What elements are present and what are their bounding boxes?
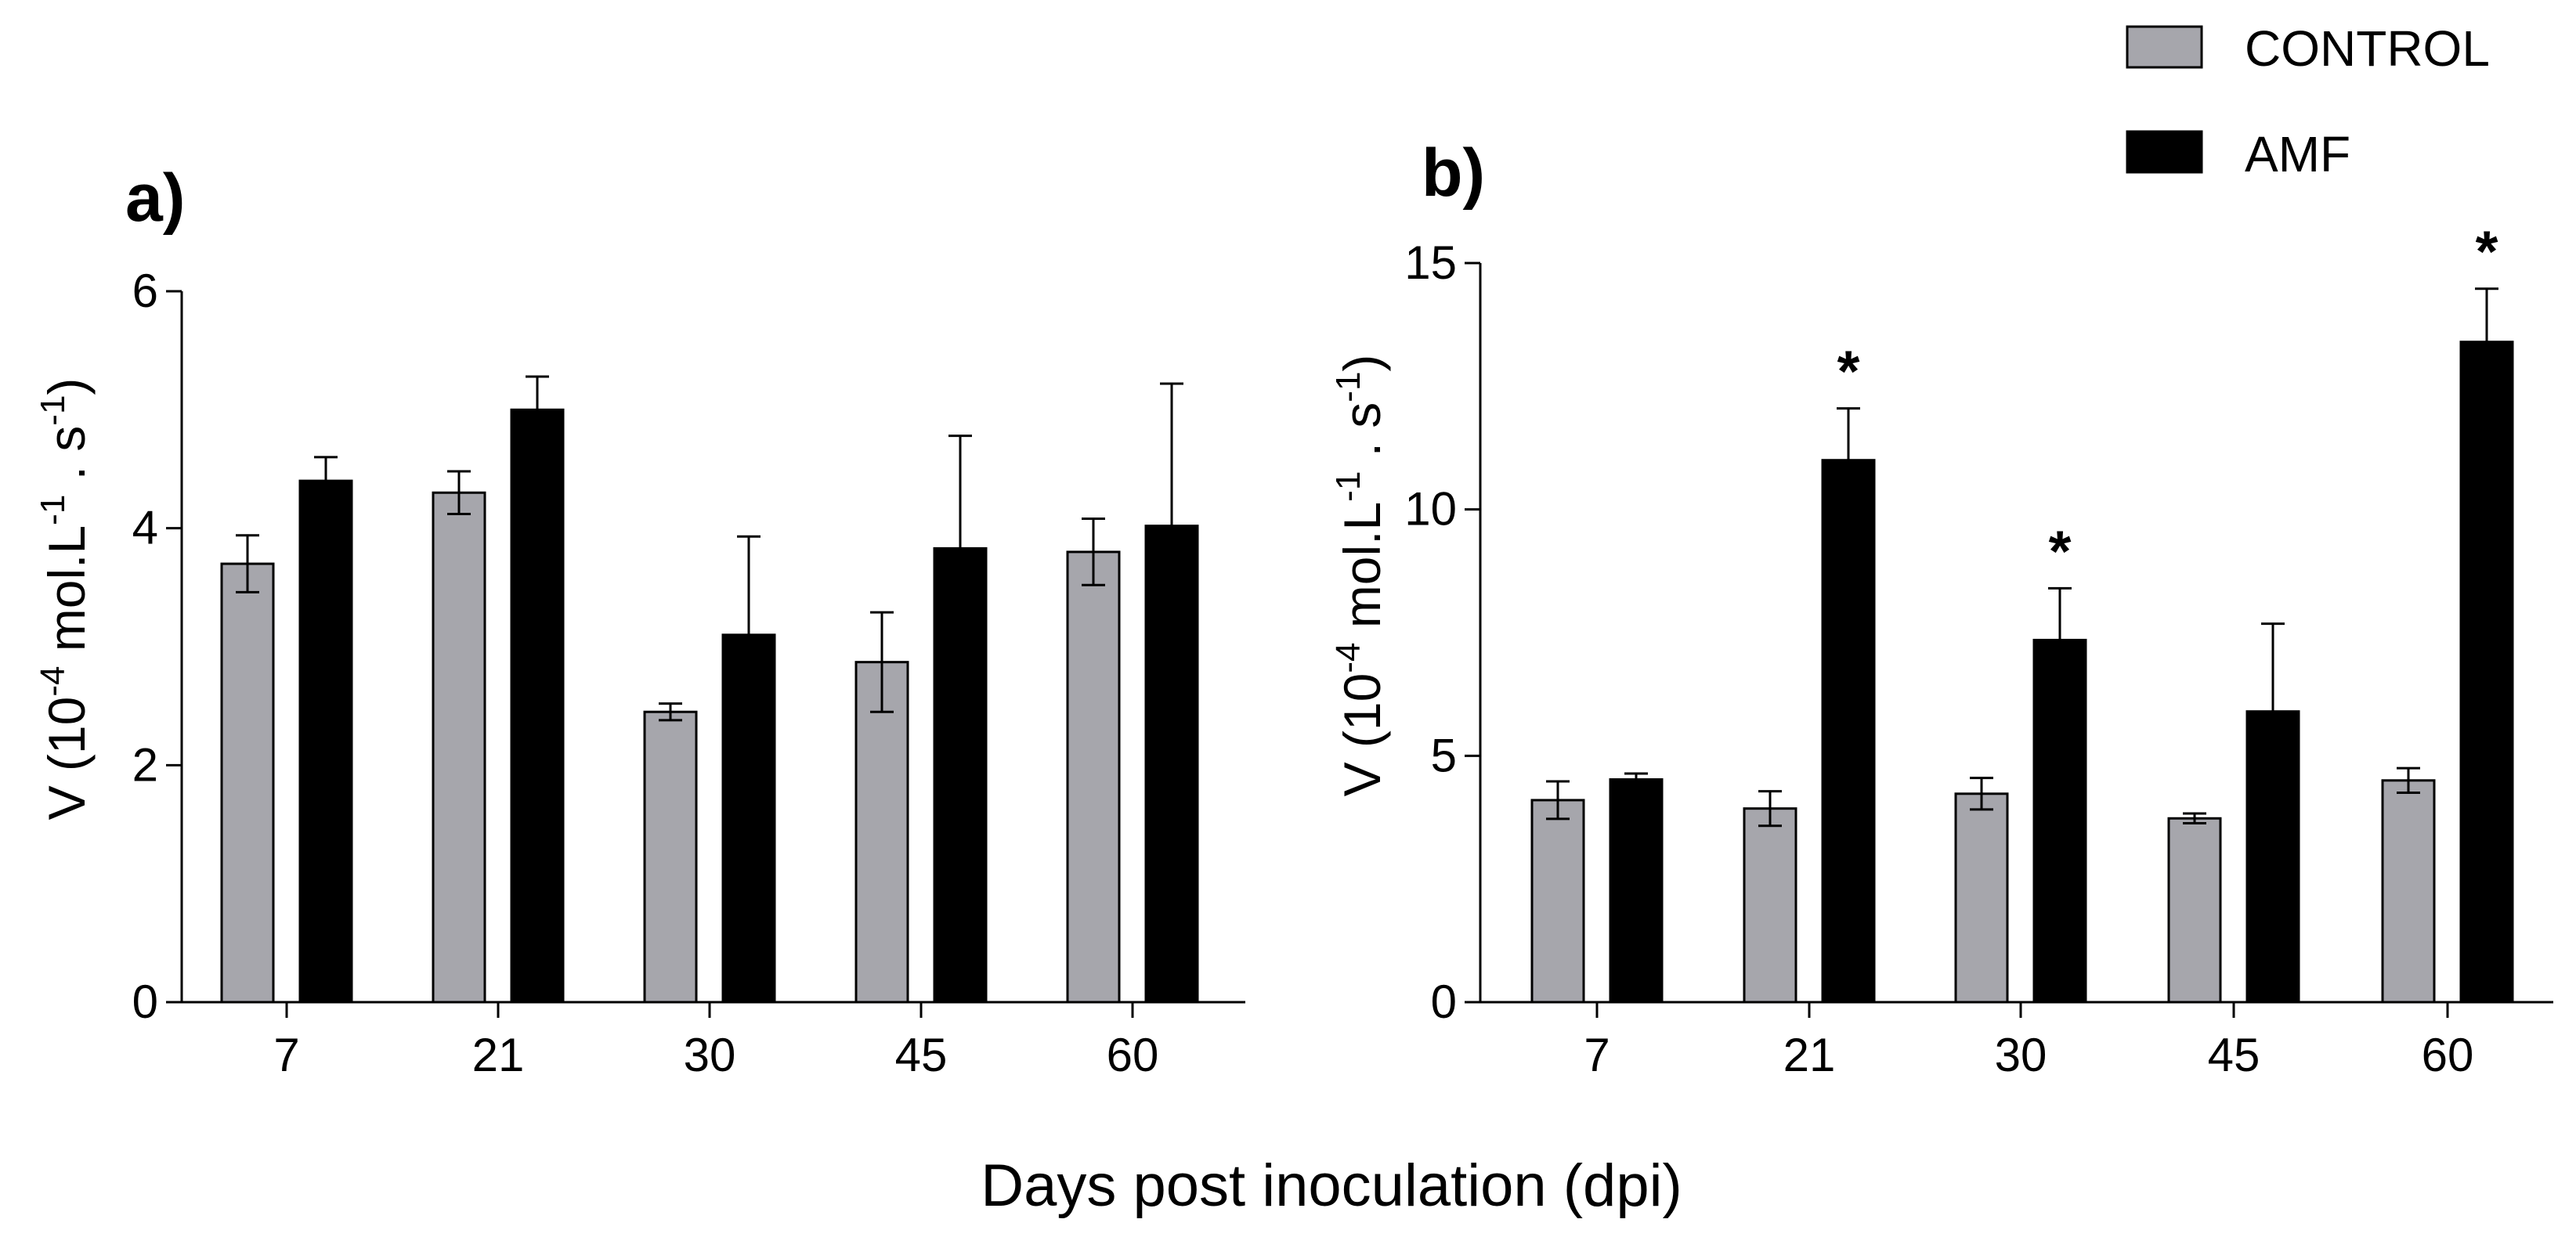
bar-control-b [1743,807,1797,1004]
bar-amf-b [1609,778,1664,1004]
x-tick-label-b: 30 [1995,1029,2047,1081]
y-axis-title-b: V (10-4 mol.L-1 . s-1) [1329,355,1391,797]
significance-star-b: * [2476,219,2498,284]
plot-b: 0 5 10 15 7 21 30 45 60 * * * [1404,219,2553,1081]
x-tick-label-a: 60 [1107,1029,1159,1081]
panel-label-b: b) [1422,135,1485,211]
bar-control-a [1066,550,1121,1004]
y-tick-label-a: 4 [132,502,158,554]
bar-control-b [2381,779,2436,1004]
x-tick-label-b: 60 [2422,1029,2474,1081]
y-tick-label-b: 0 [1431,976,1457,1028]
legend: CONTROL AMF [2126,20,2490,182]
y-tick-label-a: 0 [132,976,158,1028]
y-tick-label-b: 10 [1404,483,1457,536]
y-axis-title-a: V (10-4 mol.L-1 . s-1) [34,378,96,821]
x-tick-label-b: 21 [1783,1029,1836,1081]
x-tick-label-a: 30 [684,1029,736,1081]
legend-label-amf: AMF [2245,126,2350,182]
x-tick-label-b: 7 [1584,1029,1610,1081]
y-tick-label-b: 15 [1404,236,1457,289]
x-tick-label-a: 7 [273,1029,299,1081]
bar-control-b [2167,817,2222,1004]
bar-amf-b [1821,459,1876,1004]
x-axis-title: Days post inoculation (dpi) [981,1152,1682,1219]
bar-control-a [432,491,486,1004]
y-tick-label-a: 2 [132,738,158,791]
significance-star-b: * [2049,518,2072,583]
legend-swatch-amf [2126,130,2203,174]
significance-star-b: * [1837,339,1860,404]
y-tick-label-a: 6 [132,265,158,317]
bar-amf-a [298,479,353,1004]
y-tick-label-b: 5 [1431,729,1457,781]
plot-a: 0 2 4 6 7 21 30 45 60 [132,265,1245,1081]
bar-amf-b [2245,710,2300,1004]
bar-amf-a [933,546,988,1004]
bar-amf-a [1144,525,1199,1004]
panel-b: b) V (10-4 mol.L-1 . s-1) 0 5 10 15 7 21 30 45 6… [1329,135,2553,1081]
x-tick-label-a: 21 [472,1029,525,1081]
bar-amf-a [510,408,565,1004]
bar-control-a [854,661,909,1004]
bar-amf-b [2459,341,2514,1004]
legend-swatch-control [2126,25,2203,69]
x-tick-label-a: 45 [895,1029,948,1081]
panel-a: a) V (10-4 mol.L-1 . s-1) 0 2 4 6 7 21 30 45 60 [34,161,1245,1081]
bar-control-a [220,562,275,1004]
panel-label-a: a) [125,161,185,236]
bar-control-b [1954,792,2009,1004]
legend-label-control: CONTROL [2245,20,2490,77]
bar-control-b [1530,799,1585,1004]
bar-control-a [643,710,698,1004]
bar-amf-a [721,633,776,1004]
x-tick-label-b: 45 [2208,1029,2260,1081]
bar-amf-b [2032,638,2087,1004]
